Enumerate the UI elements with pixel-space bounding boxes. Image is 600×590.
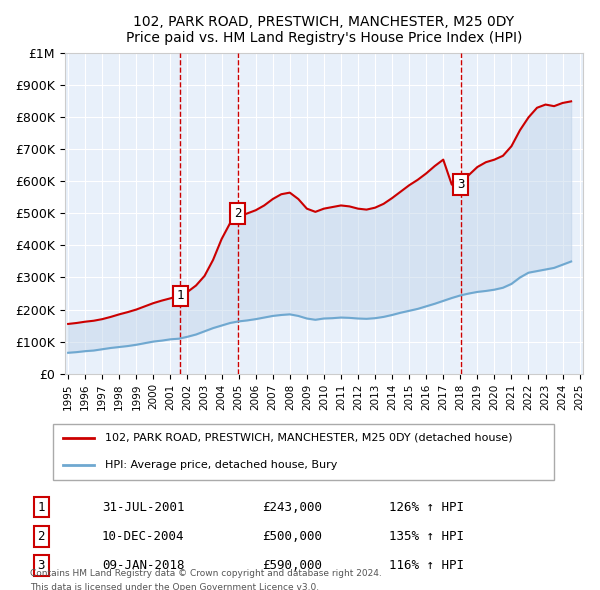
Text: £590,000: £590,000: [262, 559, 322, 572]
Text: 126% ↑ HPI: 126% ↑ HPI: [389, 501, 464, 514]
Text: 102, PARK ROAD, PRESTWICH, MANCHESTER, M25 0DY (detached house): 102, PARK ROAD, PRESTWICH, MANCHESTER, M…: [105, 433, 512, 442]
FancyBboxPatch shape: [53, 424, 554, 480]
Text: 10-DEC-2004: 10-DEC-2004: [102, 530, 184, 543]
Text: Contains HM Land Registry data © Crown copyright and database right 2024.: Contains HM Land Registry data © Crown c…: [30, 569, 382, 578]
Text: This data is licensed under the Open Government Licence v3.0.: This data is licensed under the Open Gov…: [30, 583, 319, 590]
Text: 2: 2: [37, 530, 45, 543]
Text: £243,000: £243,000: [262, 501, 322, 514]
Text: 3: 3: [37, 559, 45, 572]
Text: £500,000: £500,000: [262, 530, 322, 543]
Text: 116% ↑ HPI: 116% ↑ HPI: [389, 559, 464, 572]
Text: 2: 2: [234, 207, 241, 220]
Text: HPI: Average price, detached house, Bury: HPI: Average price, detached house, Bury: [105, 460, 337, 470]
Text: 1: 1: [37, 501, 45, 514]
Text: 31-JUL-2001: 31-JUL-2001: [102, 501, 184, 514]
Text: 3: 3: [457, 178, 464, 191]
Title: 102, PARK ROAD, PRESTWICH, MANCHESTER, M25 0DY
Price paid vs. HM Land Registry's: 102, PARK ROAD, PRESTWICH, MANCHESTER, M…: [126, 15, 522, 45]
Text: 09-JAN-2018: 09-JAN-2018: [102, 559, 184, 572]
Text: 1: 1: [176, 289, 184, 302]
Text: 135% ↑ HPI: 135% ↑ HPI: [389, 530, 464, 543]
